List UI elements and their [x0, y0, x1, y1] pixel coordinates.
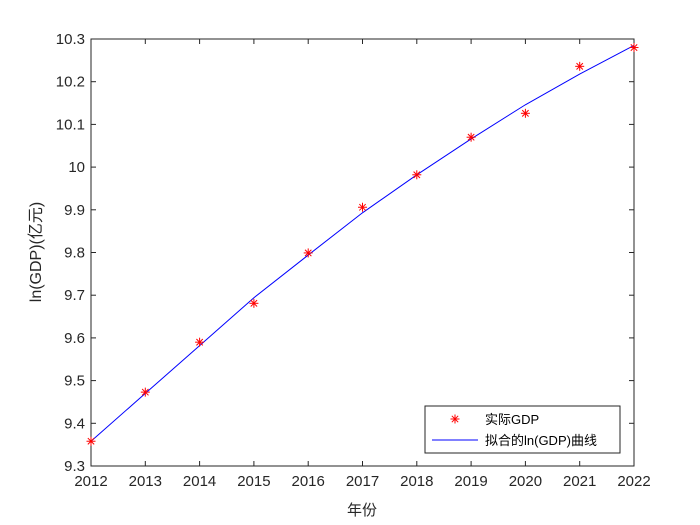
y-tick-label: 10: [68, 159, 85, 176]
y-tick-label: 9.5: [64, 373, 85, 390]
data-point-actual-gdp: [249, 298, 259, 308]
legend-marker-actual-gdp: [450, 414, 460, 424]
legend-label-fit-curve: 拟合的ln(GDP)曲线: [485, 433, 597, 448]
x-tick-label: 2022: [617, 473, 650, 490]
legend-box: [424, 405, 621, 454]
fit-curve-line: [90, 44, 635, 442]
y-tick-label: 10.3: [56, 31, 85, 48]
data-point-actual-gdp: [303, 248, 313, 258]
data-point-actual-gdp: [520, 108, 530, 118]
y-tick-label: 10.2: [56, 74, 85, 91]
y-tick-label: 10.1: [56, 116, 85, 133]
data-point-actual-gdp: [195, 337, 205, 347]
data-point-actual-gdp: [575, 61, 585, 71]
x-tick-label: 2013: [129, 473, 162, 490]
data-point-actual-gdp: [358, 202, 367, 212]
fit-line-layer: [90, 44, 635, 442]
x-tick-label: 2018: [400, 473, 433, 490]
x-axis-ticks: 2012 2013 2014 2015 2016 2017 2018 2019 2020 2021…: [74, 39, 651, 490]
y-axis-label: ln(GDP)(亿元): [27, 202, 45, 302]
x-tick-label: 2017: [346, 473, 379, 490]
y-tick-label: 9.4: [64, 415, 85, 432]
data-point-actual-gdp: [466, 132, 476, 142]
y-tick-label: 9.3: [64, 458, 85, 475]
x-tick-label: 2014: [183, 473, 216, 490]
data-point-actual-gdp: [86, 436, 96, 446]
y-tick-label: 9.6: [64, 330, 85, 347]
y-tick-label: 9.7: [64, 287, 85, 304]
y-axis-ticks: 9.3 9.4 9.5 9.6 9.7 9.8 9.9 10 10.1 10.2 10.3: [56, 31, 634, 475]
x-tick-label: 2020: [509, 473, 542, 490]
x-tick-label: 2021: [563, 473, 596, 490]
data-point-actual-gdp: [629, 43, 639, 53]
legend-asterisk-icon: [450, 414, 460, 424]
y-tick-label: 9.8: [64, 245, 85, 262]
data-point-actual-gdp: [412, 170, 422, 180]
y-tick-label: 9.9: [64, 202, 85, 219]
x-tick-label: 2015: [237, 473, 270, 490]
x-tick-label: 2012: [74, 473, 107, 490]
x-axis-label: 年份: [347, 502, 377, 519]
data-point-actual-gdp: [140, 387, 150, 397]
x-tick-label: 2016: [292, 473, 325, 490]
plot-area: [90, 38, 635, 467]
markers-layer: [86, 43, 639, 446]
legend: 实际GDP 拟合的ln(GDP)曲线: [424, 405, 621, 454]
x-tick-label: 2019: [454, 473, 487, 490]
legend-label-actual-gdp: 实际GDP: [485, 412, 539, 427]
